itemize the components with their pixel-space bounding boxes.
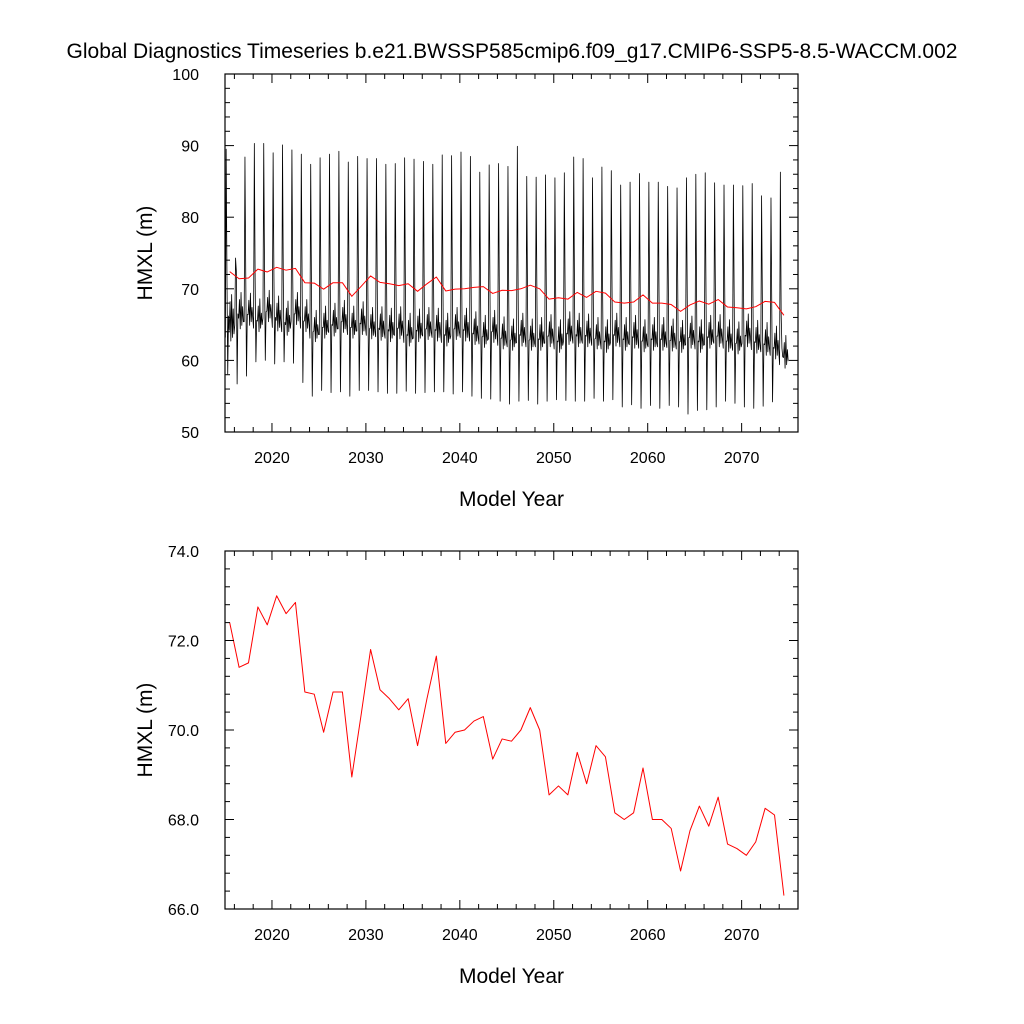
top-panel-monthly-series-line xyxy=(224,143,789,415)
top-panel-x-tick-label: 2060 xyxy=(630,450,666,467)
bottom-panel-y-tick-label: 74.0 xyxy=(168,544,199,561)
top-panel-x-axis-label: Model Year xyxy=(459,488,564,511)
bottom-panel-series xyxy=(229,595,785,896)
bottom-panel-x-tick-label: 2070 xyxy=(724,927,760,944)
bottom-panel-x-tick-label: 2060 xyxy=(630,927,666,944)
bottom-panel-frame xyxy=(224,550,799,910)
bottom-panel-y-tick-label: 68.0 xyxy=(168,813,199,830)
top-panel-y-tick-label: 50 xyxy=(181,425,199,442)
top-panel-x-tick-label: 2020 xyxy=(254,450,290,467)
bottom-panel-ticks: 2020 2030 2040 2050 2060 2070 66.0 68.0 70.0 72.0… xyxy=(168,544,799,944)
bottom-panel: 2020 2030 2040 2050 2060 2070 66.0 68.0 70.0 72.0… xyxy=(134,544,799,988)
chart-title: Global Diagnostics Timeseries b.e21.BWSS… xyxy=(67,40,958,63)
top-panel-ticks: 2020 2030 2040 2050 2060 2070 50 60 70 80 90 100 xyxy=(172,67,799,467)
top-panel: 2020 2030 2040 2050 2060 2070 50 60 70 80 90 100 Mo… xyxy=(134,67,799,511)
bottom-panel-y-axis-label: HMXL (m) xyxy=(134,683,157,778)
bottom-panel-x-tick-label: 2030 xyxy=(348,927,384,944)
top-panel-series xyxy=(224,143,789,415)
top-panel-annual-series-line xyxy=(229,266,785,316)
bottom-panel-y-tick-label: 66.0 xyxy=(168,902,199,919)
top-panel-x-tick-label: 2050 xyxy=(536,450,572,467)
top-panel-y-tick-label: 70 xyxy=(181,282,199,299)
top-panel-y-axis-label: HMXL (m) xyxy=(134,206,157,301)
bottom-panel-x-tick-label: 2020 xyxy=(254,927,290,944)
top-panel-x-tick-label: 2030 xyxy=(348,450,384,467)
bottom-panel-x-tick-label: 2050 xyxy=(536,927,572,944)
top-panel-frame xyxy=(224,73,799,433)
bottom-panel-x-tick-label: 2040 xyxy=(442,927,478,944)
top-panel-x-tick-label: 2070 xyxy=(724,450,760,467)
top-panel-y-tick-label: 80 xyxy=(181,210,199,227)
top-panel-y-tick-label: 100 xyxy=(172,67,199,84)
top-panel-y-tick-label: 90 xyxy=(181,139,199,156)
top-panel-x-tick-label: 2040 xyxy=(442,450,478,467)
bottom-panel-y-tick-label: 72.0 xyxy=(168,634,199,651)
top-panel-y-tick-label: 60 xyxy=(181,353,199,370)
bottom-panel-annual-series-line xyxy=(229,595,785,896)
bottom-panel-y-tick-label: 70.0 xyxy=(168,723,199,740)
bottom-panel-x-axis-label: Model Year xyxy=(459,965,564,988)
